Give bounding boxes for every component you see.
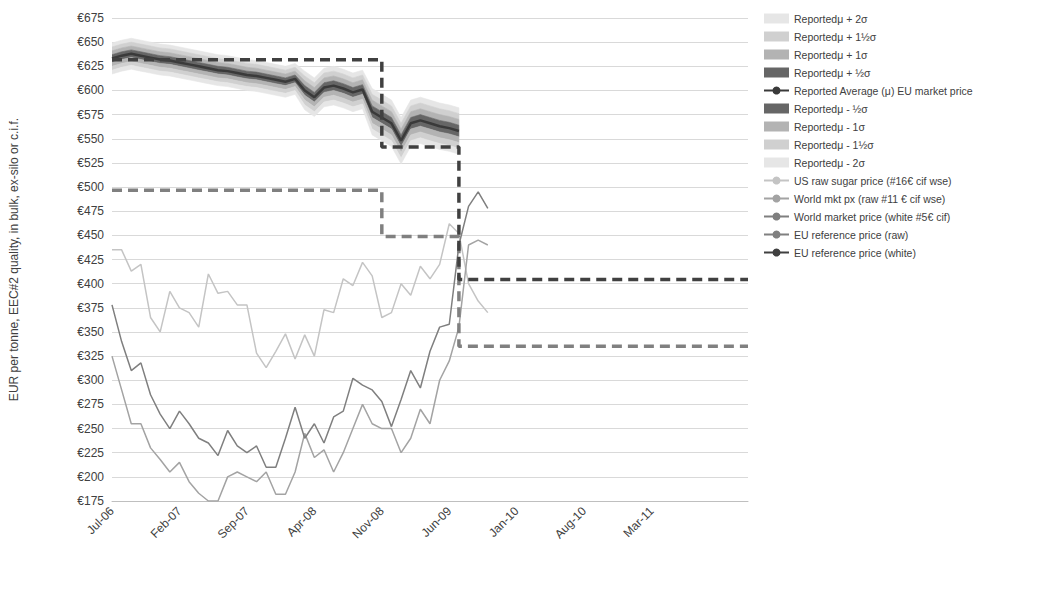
svg-text:€325: €325 <box>77 349 104 363</box>
svg-text:€275: €275 <box>77 397 104 411</box>
svg-text:€550: €550 <box>77 132 104 146</box>
svg-text:€250: €250 <box>77 422 104 436</box>
svg-text:€525: €525 <box>77 156 104 170</box>
svg-text:€175: €175 <box>77 494 104 508</box>
svg-text:Apr-08: Apr-08 <box>284 504 320 540</box>
svg-text:Sep-07: Sep-07 <box>215 504 252 541</box>
svg-text:€400: €400 <box>77 277 104 291</box>
svg-text:€675: €675 <box>77 11 104 25</box>
svg-text:Reportedμ + 1σ: Reportedμ + 1σ <box>794 49 868 61</box>
svg-text:€600: €600 <box>77 83 104 97</box>
svg-text:€650: €650 <box>77 35 104 49</box>
svg-text:€225: €225 <box>77 446 104 460</box>
svg-text:€500: €500 <box>77 180 104 194</box>
svg-text:Reportedμ + 2σ: Reportedμ + 2σ <box>794 13 868 25</box>
svg-text:€350: €350 <box>77 325 104 339</box>
svg-text:Reportedμ + 1½σ: Reportedμ + 1½σ <box>794 31 877 43</box>
svg-text:Reportedμ - 1½σ: Reportedμ - 1½σ <box>794 139 874 151</box>
svg-text:Jan-10: Jan-10 <box>486 504 522 540</box>
svg-text:€425: €425 <box>77 253 104 267</box>
svg-text:€575: €575 <box>77 108 104 122</box>
svg-text:Reportedμ - 1σ: Reportedμ - 1σ <box>794 121 865 133</box>
svg-text:EUR per tonne, EEC#2 quality,: EUR per tonne, EEC#2 quality, in bulk, e… <box>7 118 21 401</box>
svg-text:EU reference price (raw): EU reference price (raw) <box>794 229 908 241</box>
svg-text:Mar-11: Mar-11 <box>620 504 656 540</box>
svg-text:€450: €450 <box>77 228 104 242</box>
svg-text:Reportedμ + ½σ: Reportedμ + ½σ <box>794 67 871 79</box>
svg-text:World mkt px (raw #11 € cif ws: World mkt px (raw #11 € cif wse) <box>794 193 945 205</box>
svg-text:Jul-06: Jul-06 <box>84 504 117 537</box>
svg-text:Reportedμ - ½σ: Reportedμ - ½σ <box>794 103 868 115</box>
svg-text:Reported Average (μ) EU market: Reported Average (μ) EU market price <box>794 85 973 97</box>
svg-text:Nov-08: Nov-08 <box>350 504 387 541</box>
svg-text:€625: €625 <box>77 59 104 73</box>
svg-text:World market price (white #5€: World market price (white #5€ cif) <box>794 211 950 223</box>
svg-text:US raw sugar price (#16€ cif w: US raw sugar price (#16€ cif wse) <box>794 175 952 187</box>
svg-text:Reportedμ - 2σ: Reportedμ - 2σ <box>794 157 865 169</box>
svg-text:€300: €300 <box>77 373 104 387</box>
svg-text:€475: €475 <box>77 204 104 218</box>
svg-text:Jun-09: Jun-09 <box>418 504 454 540</box>
svg-text:€200: €200 <box>77 470 104 484</box>
svg-text:Aug-10: Aug-10 <box>552 504 589 541</box>
svg-text:€375: €375 <box>77 301 104 315</box>
svg-text:Feb-07: Feb-07 <box>148 504 185 541</box>
svg-text:EU reference price (white): EU reference price (white) <box>794 247 916 259</box>
